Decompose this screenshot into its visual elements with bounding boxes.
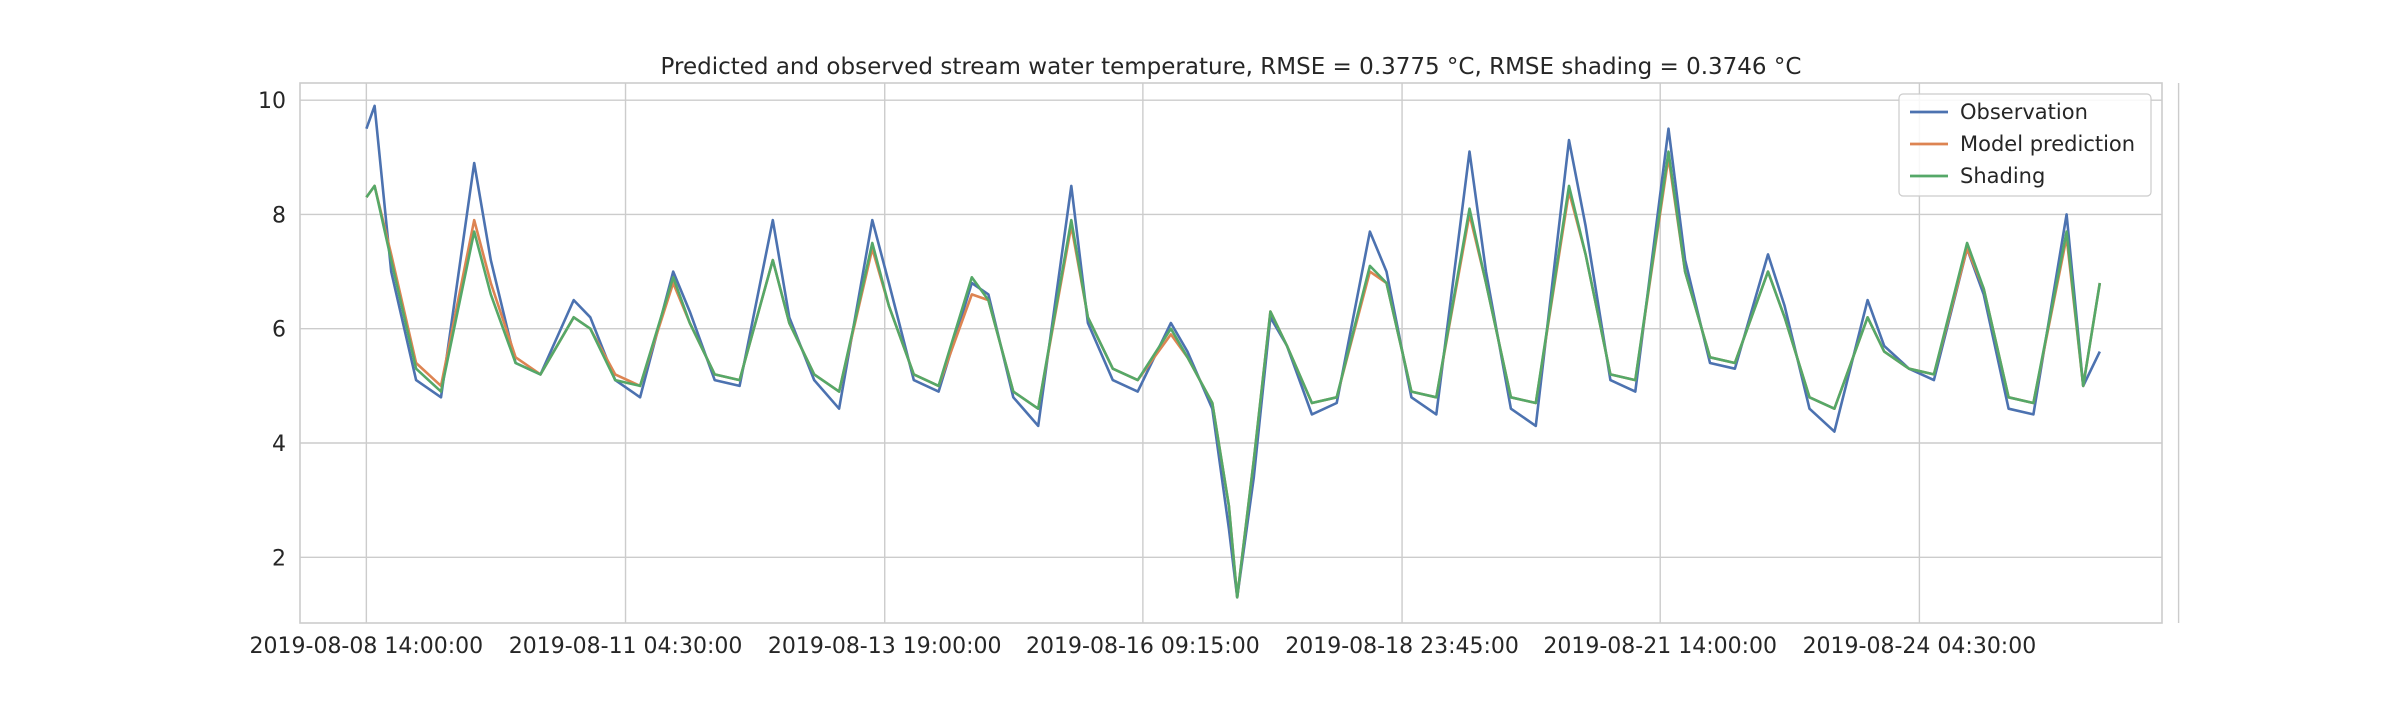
y-tick-label: 4 <box>272 432 286 457</box>
plot-frame <box>299 82 2163 624</box>
legend: Observation Model prediction Shading <box>1898 93 2152 197</box>
legend-label: Observation <box>1960 100 2088 124</box>
x-axis: 2019-08-08 14:00:00 2019-08-11 04:30:00 20… <box>250 634 2037 659</box>
series-line-observation <box>365 104 2101 599</box>
x-tick-label: 2019-08-13 19:00:00 <box>768 634 1002 659</box>
x-tick-label: 2019-08-11 04:30:00 <box>509 634 743 659</box>
series-line-shading <box>365 150 2102 599</box>
y-axis: 2 4 6 8 10 <box>258 89 286 571</box>
chart-title: Predicted and observed stream water temp… <box>661 54 1802 80</box>
y-tick-label: 6 <box>272 318 286 343</box>
legend-box <box>1898 93 2152 197</box>
y-tick-label: 8 <box>272 203 286 228</box>
legend-label: Shading <box>1960 164 2045 188</box>
x-tick-label: 2019-08-16 09:15:00 <box>1026 634 1260 659</box>
grid <box>300 83 2180 623</box>
x-tick-label: 2019-08-24 04:30:00 <box>1803 634 2037 659</box>
x-tick-label: 2019-08-08 14:00:00 <box>250 634 484 659</box>
y-tick-label: 10 <box>258 89 286 114</box>
legend-label: Model prediction <box>1960 132 2135 156</box>
series-line-model-prediction <box>365 156 2102 599</box>
series-layer <box>365 104 2102 599</box>
x-tick-label: 2019-08-18 23:45:00 <box>1285 634 1519 659</box>
x-tick-label: 2019-08-21 14:00:00 <box>1543 634 1777 659</box>
y-tick-label: 2 <box>272 546 286 571</box>
